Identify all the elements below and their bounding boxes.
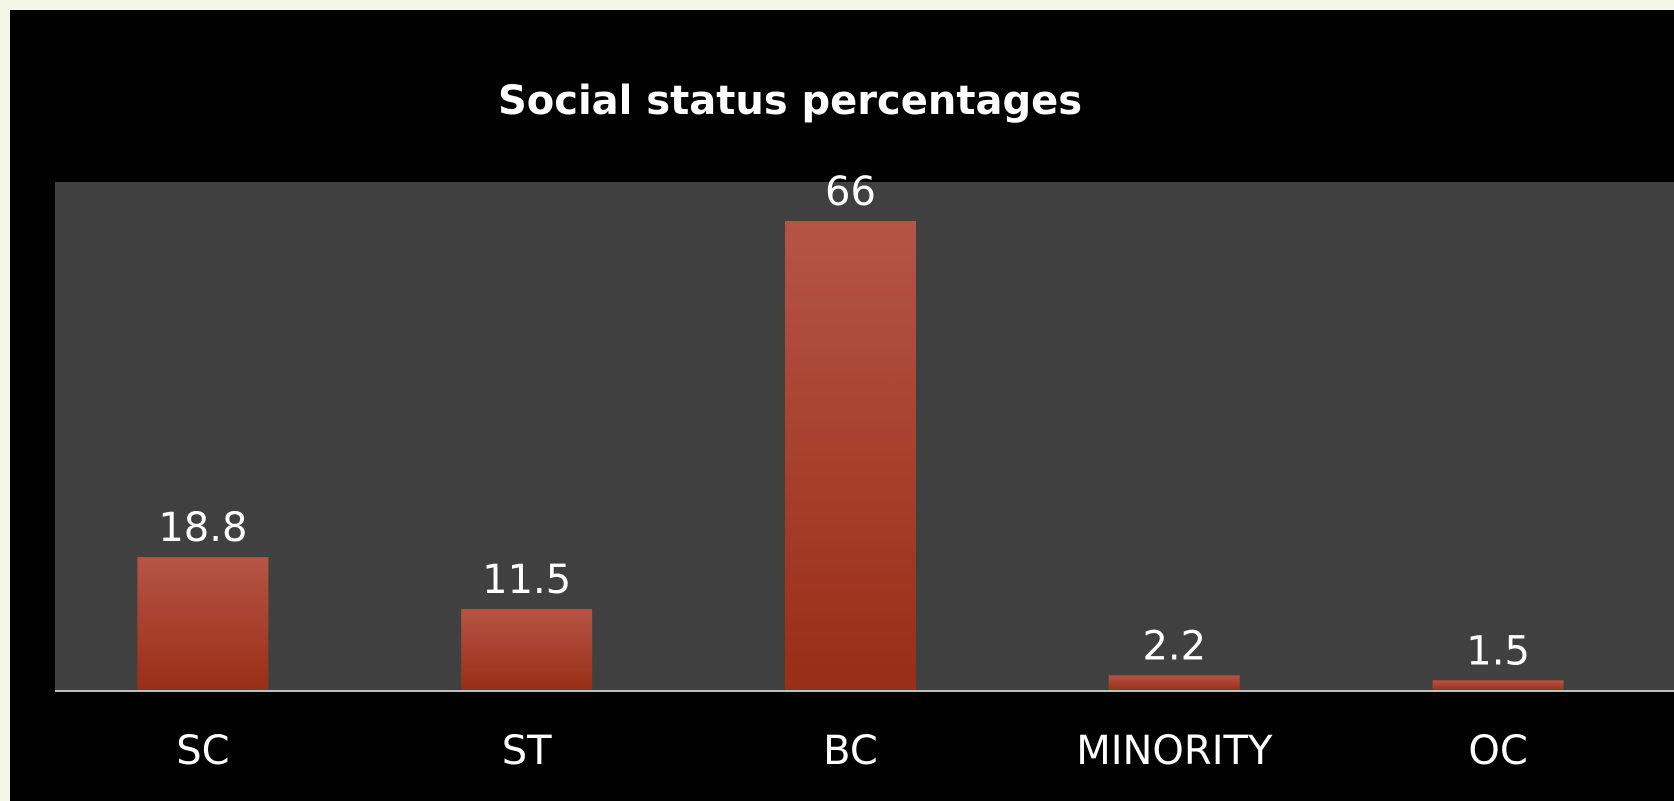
x-tick-label-oc: OC	[1468, 728, 1527, 774]
x-tick-label-sc: SC	[176, 728, 229, 774]
x-tick-label-bc: BC	[823, 728, 878, 774]
data-label-bc: 66	[825, 169, 876, 215]
data-label-minority: 2.2	[1142, 623, 1206, 669]
bar-bc	[785, 221, 916, 691]
x-tick-label-st: ST	[502, 728, 552, 774]
x-tick-label-minority: MINORITY	[1076, 728, 1273, 774]
data-label-sc: 18.8	[158, 505, 247, 551]
chart-title: Social status percentages	[498, 78, 1082, 124]
bar-minority	[1108, 675, 1240, 691]
chart-slide: Social status percentages 18.8 SC 11.5 ST 66…	[10, 10, 1674, 801]
bar-sc	[137, 557, 269, 691]
bar-st	[461, 609, 593, 691]
bar-oc	[1432, 680, 1564, 691]
bar-chart: Social status percentages 18.8 SC 11.5 ST 66…	[55, 78, 1674, 774]
data-label-oc: 1.5	[1466, 628, 1530, 674]
data-label-st: 11.5	[482, 557, 571, 603]
